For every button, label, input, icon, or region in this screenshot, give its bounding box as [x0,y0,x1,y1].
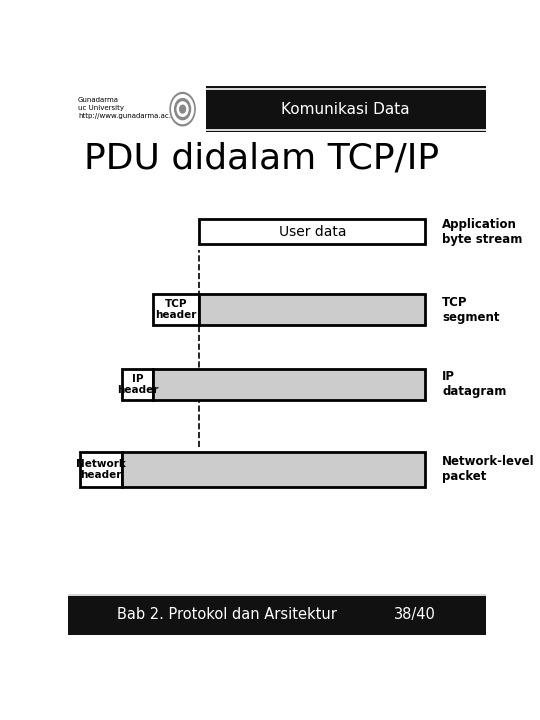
Circle shape [172,95,193,124]
Text: PDU didalam TCP/IP: PDU didalam TCP/IP [84,141,440,176]
Text: Gunadarma
uc University
http://www.gunadarma.ac.id: Gunadarma uc University http://www.gunad… [78,97,177,120]
Text: Application
byte stream: Application byte stream [442,218,522,246]
Text: IP
header: IP header [117,374,158,395]
Text: 38/40: 38/40 [394,607,436,622]
Bar [153,294,199,325]
Text: TCP
segment: TCP segment [442,295,500,323]
Bar [199,294,426,325]
Bar [206,86,486,132]
Text: Network
header: Network header [76,459,126,480]
Circle shape [180,105,186,113]
Bar [80,452,122,487]
Text: User data: User data [279,225,346,239]
Text: IP
datagram: IP datagram [442,370,507,398]
Bar [153,369,426,400]
Circle shape [174,99,191,120]
Bar [68,594,486,635]
Bar [68,86,206,132]
Text: Network-level
packet: Network-level packet [442,456,535,484]
Text: Komunikasi Data: Komunikasi Data [281,102,410,117]
Text: Bab 2. Protokol dan Arsitektur: Bab 2. Protokol dan Arsitektur [117,607,336,622]
Circle shape [170,92,195,126]
Circle shape [177,102,188,117]
Bar [122,369,153,400]
Text: TCP
header: TCP header [156,299,197,320]
Bar [122,452,426,487]
Bar [199,220,426,244]
